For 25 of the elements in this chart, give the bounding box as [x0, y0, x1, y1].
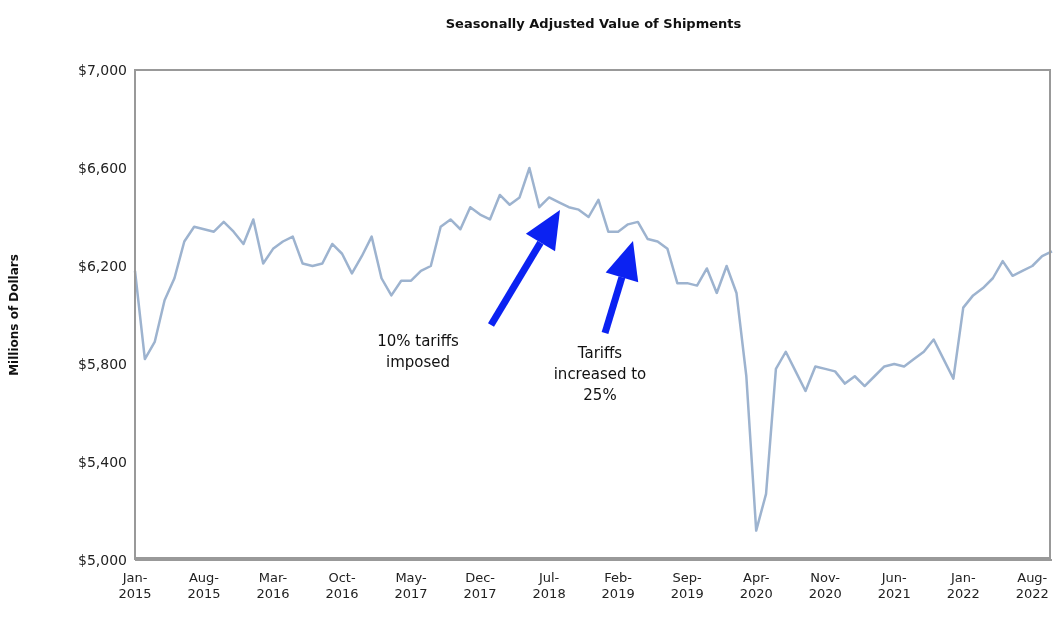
x-tick-label: Oct-2016 — [325, 570, 359, 601]
x-tick-label: Aug-2015 — [187, 570, 221, 601]
x-tick-label: Feb-2019 — [601, 570, 635, 601]
line-series — [133, 166, 1054, 532]
annotation: Tariffs increased to 25% — [552, 343, 648, 406]
x-tick-label: Nov-2020 — [808, 570, 842, 601]
y-tick-label: $6,200 — [78, 257, 127, 274]
x-tick-label: Dec-2017 — [463, 570, 497, 601]
x-tick-label: Jan-2015 — [118, 570, 152, 601]
x-tick-label: Apr-2020 — [739, 570, 773, 601]
y-tick-label: $5,800 — [78, 355, 127, 372]
x-tick-label: Jan-2022 — [946, 570, 980, 601]
y-tick-label: $6,600 — [78, 159, 127, 176]
x-tick-label: Jun-2021 — [877, 570, 911, 601]
y-tick-label: $5,000 — [78, 551, 127, 568]
y-tick-label: $5,400 — [78, 453, 127, 470]
x-tick-label: Mar-2016 — [256, 570, 290, 601]
annotation: 10% tariffs imposed — [376, 331, 460, 373]
y-axis-title: Millions of Dollars — [7, 254, 22, 376]
x-tick-label: Aug-2022 — [1015, 570, 1049, 601]
x-tick-label: Sep-2019 — [670, 570, 704, 601]
x-tick-label: Jul-2018 — [532, 570, 566, 601]
y-tick-label: $7,000 — [78, 61, 127, 78]
chart-title: Seasonally Adjusted Value of Shipments — [444, 16, 743, 31]
x-tick-label: May-2017 — [394, 570, 428, 601]
